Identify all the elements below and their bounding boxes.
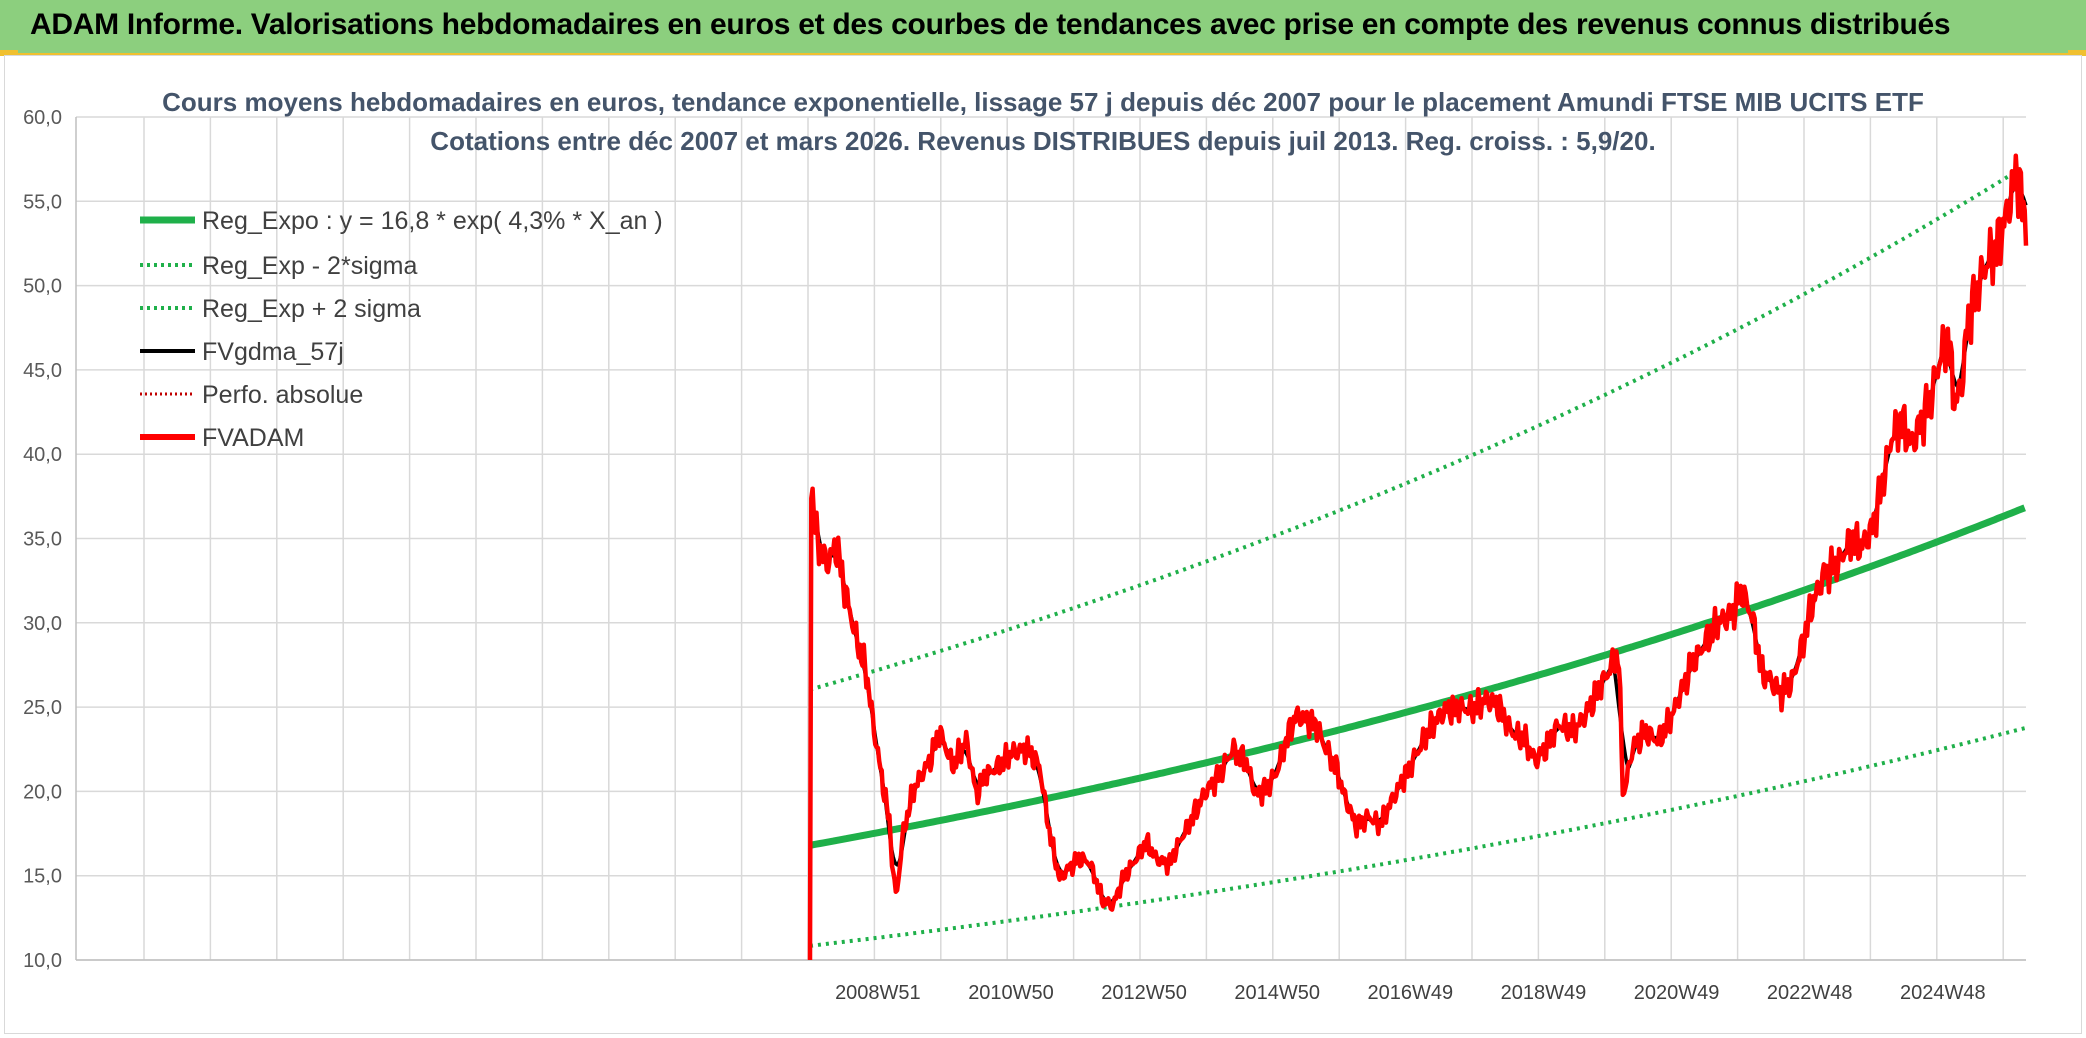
series-fvgdma-57j <box>809 186 2028 905</box>
corner-marker-left <box>0 50 18 56</box>
axis-layer: 10,0 15,0 20,0 25,0 30,0 35,0 40,0 45,0 50,0 55,0… <box>23 107 2026 1004</box>
x-tick-label: 2016W49 <box>1368 982 1454 1004</box>
legend-label-fvadam: FVADAM <box>202 424 304 452</box>
x-tick-label: 2014W50 <box>1234 982 1320 1004</box>
legend-label-fvgdma: FVgdma_57j <box>202 338 344 366</box>
series-reg-plus-2sigma <box>809 164 2026 692</box>
chart-legend: Reg_Expo : y = 16,8 * exp( 4,3% * X_an )… <box>140 207 663 452</box>
x-tick-label: 2012W50 <box>1101 982 1187 1004</box>
y-tick-label: 50,0 <box>23 276 62 298</box>
legend-label-reg-expo: Reg_Expo : y = 16,8 * exp( 4,3% * X_an ) <box>202 207 663 235</box>
y-tick-label: 20,0 <box>23 781 62 803</box>
y-tick-label: 35,0 <box>23 529 62 551</box>
y-tick-label: 25,0 <box>23 697 62 719</box>
y-tick-label: 55,0 <box>23 191 62 213</box>
x-tick-label: 2010W50 <box>968 982 1054 1004</box>
report-banner: ADAM Informe. Valorisations hebdomadaire… <box>0 0 2086 55</box>
y-tick-label: 40,0 <box>23 444 62 466</box>
x-tick-label: 2008W51 <box>835 982 921 1004</box>
chart-title-line-1: Cours moyens hebdomadaires en euros, ten… <box>162 87 1924 117</box>
series-layer <box>807 153 2029 961</box>
y-tick-label: 15,0 <box>23 866 62 888</box>
series-reg-minus-2sigma <box>809 726 2026 948</box>
legend-label-reg-minus: Reg_Exp - 2*sigma <box>202 252 417 280</box>
corner-marker-right <box>2068 50 2086 56</box>
grid-layer <box>76 116 2026 961</box>
y-tick-label: 60,0 <box>23 107 62 129</box>
legend-label-perfo: Perfo. absolue <box>202 381 363 409</box>
x-tick-label: 2022W48 <box>1767 982 1853 1004</box>
report-banner-title: ADAM Informe. Valorisations hebdomadaire… <box>30 8 1951 41</box>
legend-label-reg-plus: Reg_Exp + 2 sigma <box>202 295 421 323</box>
chart-title-line-2: Cotations entre déc 2007 et mars 2026. R… <box>430 126 1655 156</box>
x-tick-label: 2020W49 <box>1634 982 1720 1004</box>
series-fvadam <box>807 153 2029 961</box>
y-tick-label: 45,0 <box>23 360 62 382</box>
x-tick-label: 2018W49 <box>1501 982 1587 1004</box>
y-tick-label: 30,0 <box>23 613 62 635</box>
y-tick-label: 10,0 <box>23 950 62 972</box>
chart-title-block: Cours moyens hebdomadaires en euros, ten… <box>162 87 1924 156</box>
x-tick-label: 2024W48 <box>1900 982 1986 1004</box>
chart-frame <box>4 55 2082 1034</box>
